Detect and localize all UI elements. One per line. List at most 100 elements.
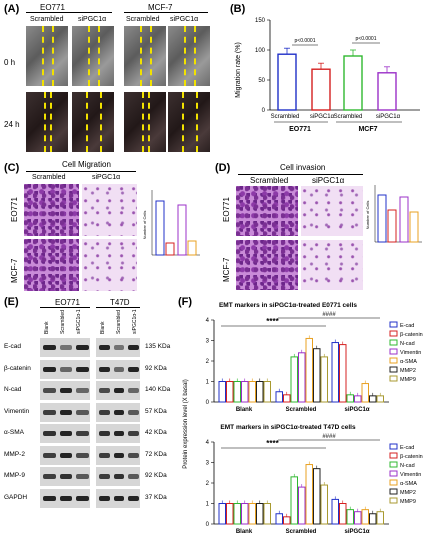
panel-a-label: (A) bbox=[4, 3, 20, 15]
wound-image bbox=[72, 26, 114, 86]
legend-label: α-SMA bbox=[400, 481, 417, 487]
protein-band bbox=[113, 409, 125, 415]
panel-a-col-eo771: EO771 bbox=[40, 3, 65, 12]
bar bbox=[283, 394, 291, 403]
label-sipgc1a: siPGC1α bbox=[170, 16, 199, 23]
protein-band bbox=[43, 345, 56, 350]
divider bbox=[96, 307, 140, 308]
divider bbox=[26, 12, 112, 13]
y-tick-label: 2 bbox=[206, 359, 210, 365]
emt-markers-charts: EMT markers in siPGC1α-treated E0771 cel… bbox=[183, 302, 423, 535]
bar-label: siPGC1α bbox=[310, 114, 335, 120]
label-sipgc1a: siPGC1α bbox=[312, 176, 345, 185]
blot-strip bbox=[40, 402, 90, 422]
y-tick-label: 0 bbox=[206, 522, 210, 528]
row-eo771: EO771 bbox=[10, 197, 19, 222]
significance-marker: #### bbox=[322, 312, 336, 318]
bar bbox=[277, 53, 297, 111]
bar bbox=[263, 503, 271, 525]
bar bbox=[313, 348, 321, 403]
protein-band bbox=[113, 431, 125, 436]
bar bbox=[305, 337, 313, 403]
bar bbox=[233, 503, 241, 525]
protein-band bbox=[59, 388, 73, 393]
panel-f-label: (F) bbox=[178, 296, 193, 308]
divider bbox=[26, 171, 136, 172]
divider bbox=[238, 174, 363, 175]
y-tick-label: 0 bbox=[262, 108, 266, 114]
migration-image bbox=[82, 239, 137, 291]
svg-text:Number of Cells: Number of Cells bbox=[365, 201, 370, 230]
legend-1: E-cad β-catenin N-cad Vimentin α-SMA MMP2 MMP9 bbox=[389, 321, 423, 383]
bar bbox=[361, 509, 369, 525]
wound-edge-line bbox=[196, 92, 198, 152]
bar bbox=[346, 394, 354, 403]
label-sipgc1a: siPGC1α bbox=[78, 16, 107, 23]
protein-label: MMP-2 bbox=[4, 450, 25, 458]
wound-edge-line bbox=[182, 92, 184, 152]
protein-label: GAPDH bbox=[4, 493, 28, 501]
bar bbox=[346, 509, 354, 525]
migration-image bbox=[24, 239, 79, 291]
bar bbox=[320, 356, 328, 403]
legend-label: α-SMA bbox=[400, 359, 417, 365]
blot-strip bbox=[40, 424, 90, 443]
row-mcf7: MCF-7 bbox=[10, 258, 19, 283]
legend-label: E-cad bbox=[400, 445, 414, 451]
protein-band bbox=[43, 431, 56, 436]
lane-label: Scrambled bbox=[60, 310, 66, 334]
wound-edge-line bbox=[50, 92, 52, 152]
kda-label: 37 KDa bbox=[145, 493, 167, 501]
wound-image bbox=[26, 26, 68, 86]
y-axis-label: Protein expression level (X basal) bbox=[183, 379, 189, 468]
protein-band bbox=[113, 495, 125, 501]
wound-edge-line bbox=[44, 92, 46, 152]
protein-band bbox=[128, 345, 139, 350]
bar bbox=[339, 344, 347, 403]
protein-band bbox=[128, 388, 139, 393]
protein-band bbox=[128, 495, 139, 501]
protein-band bbox=[76, 366, 89, 372]
bar bbox=[226, 381, 234, 403]
category-label: Scrambled bbox=[286, 529, 317, 535]
blot-strip bbox=[96, 381, 140, 400]
legend-swatch bbox=[389, 461, 398, 468]
wound-edge-line bbox=[140, 26, 142, 86]
bar bbox=[298, 486, 306, 525]
wound-edge-line bbox=[98, 26, 100, 86]
invasion-image bbox=[236, 186, 298, 236]
wound-image bbox=[124, 92, 166, 152]
protein-band bbox=[128, 452, 139, 458]
svg-text:Number of Cells: Number of Cells bbox=[142, 211, 147, 240]
kda-label: 72 KDa bbox=[145, 450, 167, 458]
blot-strip bbox=[40, 445, 90, 465]
bar bbox=[263, 381, 271, 403]
bar bbox=[305, 464, 313, 525]
group-eo771: EO771 bbox=[55, 298, 80, 307]
label-scrambled: Scrambled bbox=[30, 16, 64, 23]
chart-title-1: EMT markers in siPGC1α-treated E0771 cel… bbox=[219, 302, 357, 309]
label-scrambled: Scrambled bbox=[126, 16, 160, 23]
protein-band bbox=[99, 366, 110, 372]
blot-strip bbox=[96, 402, 140, 422]
kda-label: 42 KDa bbox=[145, 429, 167, 436]
legend-label: N-cad bbox=[400, 341, 415, 347]
wound-edge-line bbox=[184, 26, 186, 86]
y-tick-label: 4 bbox=[206, 318, 210, 324]
protein-band bbox=[99, 495, 110, 501]
wound-image bbox=[168, 26, 210, 86]
protein-band bbox=[113, 452, 125, 458]
wound-edge-line bbox=[148, 92, 150, 152]
panel-d-label: (D) bbox=[215, 162, 231, 174]
lane-label: Blank bbox=[44, 321, 50, 334]
chart-title-2: EMT markers in siPGC1α-treated T47D cell… bbox=[220, 424, 356, 431]
y-tick-label: 3 bbox=[206, 461, 210, 467]
bar-series bbox=[277, 47, 397, 111]
legend-swatch bbox=[389, 321, 398, 328]
wound-edge-line bbox=[42, 26, 44, 86]
lane-label: siPGC1α-1 bbox=[76, 309, 82, 334]
bar bbox=[343, 55, 363, 111]
wound-image bbox=[124, 26, 166, 86]
panel-c-title: Cell Migration bbox=[62, 160, 111, 169]
blot-strip bbox=[96, 467, 140, 486]
